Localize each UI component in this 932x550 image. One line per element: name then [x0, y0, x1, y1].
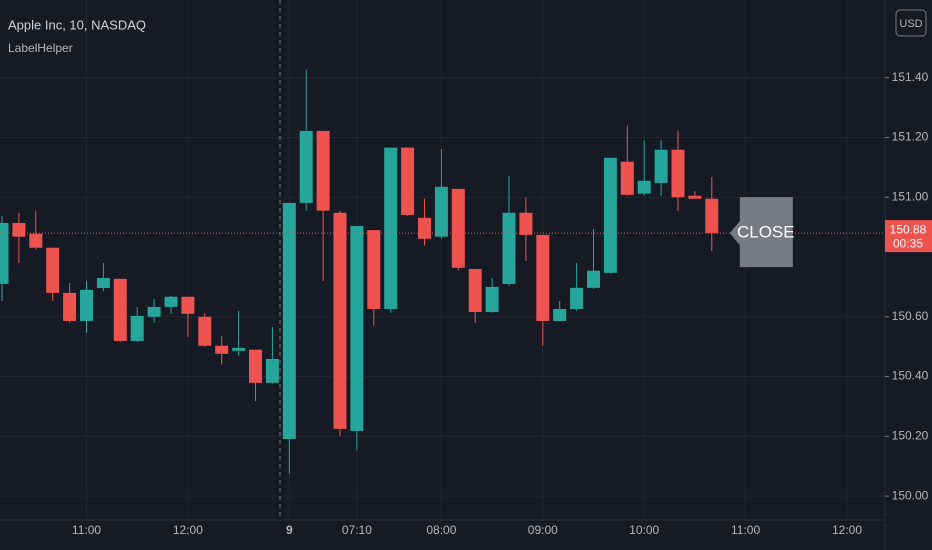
y-tick-label: 150.60 [892, 309, 929, 323]
candle-body [113, 278, 127, 341]
x-tick-label: 09:00 [528, 523, 558, 537]
x-tick-label: 10:00 [629, 523, 659, 537]
candle-body [316, 130, 330, 211]
y-tick-label: 151.00 [892, 189, 929, 203]
x-tick-label: 12:00 [832, 523, 862, 537]
candle-body [401, 147, 415, 215]
candle-body [384, 147, 398, 310]
candle-body [0, 222, 9, 284]
candle-body [299, 130, 313, 203]
candle-body [282, 202, 296, 440]
annotation-box [729, 197, 793, 268]
x-tick-label: 11:00 [731, 523, 760, 537]
candle-body [468, 268, 482, 312]
annotation-label: CLOSE [737, 223, 795, 242]
candle-body [181, 296, 195, 314]
candle-body [215, 345, 229, 354]
candle-body [451, 188, 465, 268]
candle-body [603, 157, 617, 273]
x-tick-label: 9 [286, 523, 293, 537]
candle-body [164, 296, 178, 307]
candle-body [620, 161, 634, 195]
candle-body [249, 349, 262, 383]
currency[interactable]: USD [899, 18, 922, 30]
candle-body [570, 287, 584, 310]
candle-body [434, 186, 448, 237]
candles [0, 69, 719, 474]
x-tick-label: 11:00 [72, 523, 101, 537]
candle-body [485, 286, 499, 312]
x-tick-label: 12:00 [173, 523, 203, 537]
candle-body [418, 217, 431, 239]
candle-body [705, 198, 719, 234]
y-tick-label: 150.20 [892, 428, 929, 442]
candle-body [502, 212, 516, 284]
countdown-label: 00:35 [893, 236, 923, 250]
candle-body [46, 247, 60, 293]
candle-body [553, 309, 567, 321]
y-tick-label: 151.20 [892, 130, 929, 144]
price-label-box [885, 220, 932, 253]
candle-body [96, 277, 110, 289]
chart-title: Apple Inc, 10, NASDAQ [8, 17, 146, 32]
candle-body [130, 315, 144, 341]
x-tick-label: 08:00 [426, 523, 456, 537]
y-tick-label: 150.40 [892, 369, 929, 383]
candle-body [198, 316, 212, 346]
candle-body [671, 149, 685, 198]
candle-body [367, 230, 381, 310]
y-tick-label: 151.40 [892, 70, 929, 84]
candle-body [654, 149, 668, 183]
indicator-name: LabelHelper [8, 41, 73, 55]
candle-body [688, 195, 702, 199]
candle-body [536, 234, 550, 321]
candle-body [333, 212, 347, 429]
candle-body [80, 289, 93, 321]
candle-body [232, 347, 246, 351]
candle-body [147, 306, 161, 317]
x-tick-label: 07:10 [342, 523, 372, 537]
y-tick-label: 150.00 [892, 488, 929, 502]
candle-body [29, 233, 43, 248]
candle-body [587, 270, 600, 288]
candle-body [265, 358, 279, 383]
candle-body [63, 292, 77, 321]
candle-body [12, 222, 26, 237]
candle-body [519, 212, 533, 235]
candle-body [637, 180, 651, 194]
candle-body [350, 225, 364, 431]
currency-box[interactable] [895, 9, 927, 37]
price-label: 150.88 [890, 222, 927, 236]
